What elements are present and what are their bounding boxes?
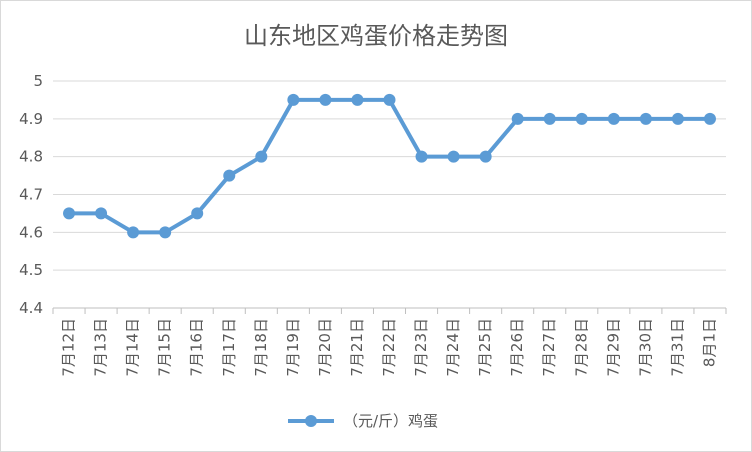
x-tick-label: 7月27日 xyxy=(540,318,558,377)
data-point xyxy=(543,112,556,125)
x-tick-label: 7月20日 xyxy=(316,318,334,377)
y-tick-label: 4.8 xyxy=(19,148,43,166)
y-tick-label: 4.7 xyxy=(19,186,43,204)
x-tick-label: 7月14日 xyxy=(124,318,142,377)
data-point xyxy=(383,93,396,106)
y-tick-label: 4.6 xyxy=(19,223,43,241)
x-tick-label: 7月19日 xyxy=(284,318,302,377)
x-tick-label: 7月22日 xyxy=(380,318,398,377)
x-tick-label: 7月15日 xyxy=(156,318,174,377)
data-point xyxy=(223,169,236,182)
data-point xyxy=(255,150,268,163)
data-point xyxy=(95,207,108,220)
x-tick-label: 7月24日 xyxy=(444,318,462,377)
legend: （元/斤）鸡蛋 xyxy=(288,412,438,430)
series-layer xyxy=(63,93,716,239)
x-tick-label: 7月29日 xyxy=(604,318,622,377)
legend-marker xyxy=(305,415,317,427)
data-point xyxy=(703,112,716,125)
data-point xyxy=(351,93,364,106)
y-tick-label: 4.4 xyxy=(19,299,43,317)
data-point xyxy=(191,207,204,220)
x-tick-label: 7月25日 xyxy=(476,318,494,377)
data-point xyxy=(575,112,588,125)
data-point xyxy=(287,93,300,106)
data-point xyxy=(511,112,524,125)
x-tick-label: 7月30日 xyxy=(636,318,654,377)
data-point xyxy=(159,226,172,239)
data-point xyxy=(127,226,140,239)
data-point xyxy=(479,150,492,163)
data-point xyxy=(447,150,460,163)
y-tick-label: 4.9 xyxy=(19,110,43,128)
x-tick-label: 8月1日 xyxy=(700,318,718,367)
y-tick-label: 5 xyxy=(33,72,43,90)
data-point xyxy=(607,112,620,125)
chart-title: 山东地区鸡蛋价格走势图 xyxy=(244,22,508,50)
y-tick-label: 4.5 xyxy=(19,261,43,279)
x-tick-label: 7月21日 xyxy=(348,318,366,377)
data-point xyxy=(671,112,684,125)
y-axis-ticks: 4.4 4.5 4.6 4.7 4.8 4.9 5 xyxy=(19,72,43,317)
x-tick-label: 7月13日 xyxy=(92,318,110,377)
x-tick-label: 7月16日 xyxy=(188,318,206,377)
x-tick-label: 7月18日 xyxy=(252,318,270,377)
x-tick-label: 7月12日 xyxy=(60,318,78,377)
x-axis-ticks: 7月12日 7月13日 7月14日 7月15日 7月16日 7月17日 7月18日 7月19日… xyxy=(52,308,727,377)
x-tick-label: 7月17日 xyxy=(220,318,238,377)
legend-label: （元/斤）鸡蛋 xyxy=(343,412,438,430)
x-tick-label: 7月26日 xyxy=(508,318,526,377)
gridlines xyxy=(53,80,726,309)
x-tick-label: 7月23日 xyxy=(412,318,430,377)
data-point xyxy=(639,112,652,125)
x-tick-label: 7月28日 xyxy=(572,318,590,377)
data-point xyxy=(415,150,428,163)
data-point xyxy=(319,93,332,106)
x-tick-label: 7月31日 xyxy=(668,318,686,377)
data-point xyxy=(63,207,76,220)
